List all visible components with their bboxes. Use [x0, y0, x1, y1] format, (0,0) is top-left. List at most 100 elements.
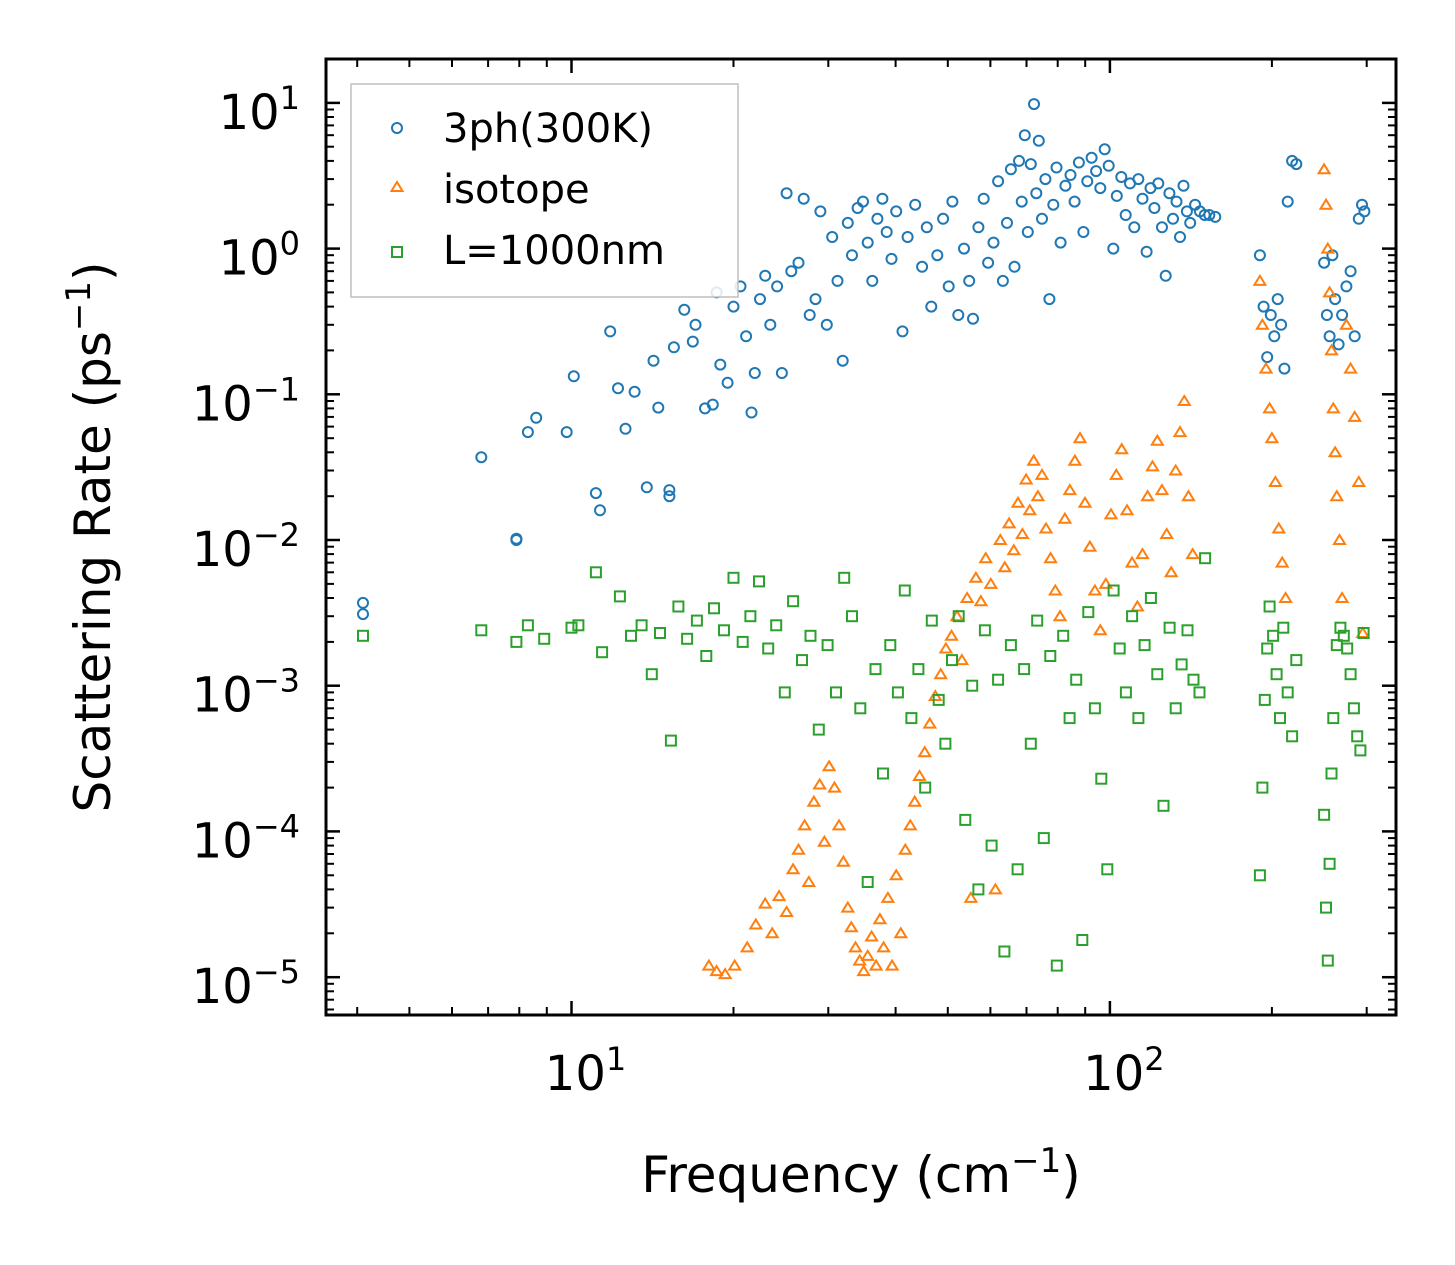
data-point [1001, 216, 1013, 229]
data-point [1332, 533, 1347, 545]
data-point [645, 668, 658, 681]
data-point [821, 759, 837, 772]
data-point [1351, 475, 1367, 487]
data-point [1316, 162, 1332, 175]
data-point [942, 280, 955, 293]
data-point [1132, 173, 1145, 186]
data-point [762, 642, 775, 655]
data-point [1264, 309, 1277, 321]
data-point [1334, 621, 1347, 634]
data-point [876, 192, 889, 205]
data-point [1209, 210, 1222, 223]
data-point [1339, 317, 1354, 330]
data-point [709, 964, 724, 977]
data-point [1039, 173, 1052, 186]
data-point [565, 621, 578, 634]
data-point [1098, 143, 1111, 156]
data-point [1281, 686, 1294, 699]
data-point [1109, 467, 1124, 480]
data-point [891, 686, 904, 699]
data-point [1015, 195, 1028, 208]
data-point [1068, 195, 1081, 208]
data-point [1132, 712, 1145, 725]
legend: 3ph(300K) isotope L=1000nm [350, 83, 739, 298]
data-point [757, 896, 773, 909]
data-point [1107, 242, 1120, 255]
legend-box [350, 83, 739, 298]
data-point [1163, 187, 1176, 200]
data-point [625, 629, 637, 642]
data-point [836, 854, 851, 867]
data-point [985, 839, 998, 852]
data-point [1010, 495, 1026, 508]
data-point [1177, 179, 1190, 192]
data-point [796, 654, 808, 667]
data-point [721, 376, 734, 389]
data-point [1140, 245, 1153, 258]
data-point [1256, 781, 1269, 794]
data-point [510, 635, 523, 648]
data-point [884, 958, 900, 971]
data-point [791, 842, 806, 855]
data-point [1113, 642, 1126, 655]
data-point [841, 216, 854, 229]
data-point [1148, 202, 1161, 214]
data-point [1018, 129, 1031, 142]
plot-frame [324, 57, 1398, 1017]
data-point [1352, 212, 1365, 225]
data-point [1119, 686, 1132, 699]
data-point [1136, 192, 1149, 205]
y-tick-label: 10−3 [192, 662, 300, 724]
data-point [944, 628, 959, 641]
data-point [983, 576, 999, 589]
data-point [1101, 863, 1114, 876]
x-tick-label: 101 [545, 1040, 626, 1102]
data-point [596, 646, 609, 659]
data-point [1163, 621, 1176, 634]
data-point [764, 318, 777, 331]
data-point [1278, 362, 1291, 375]
data-point [1255, 317, 1270, 330]
data-point [1050, 959, 1063, 972]
data-point [1264, 431, 1280, 444]
data-point [1037, 832, 1050, 845]
data-point [1168, 463, 1183, 476]
data-point [1067, 453, 1083, 466]
data-point [727, 958, 742, 971]
data-point [689, 318, 702, 331]
data-point [1321, 954, 1334, 967]
data-point [681, 632, 694, 645]
data-point [827, 780, 842, 793]
data-point [866, 274, 879, 287]
data-point [992, 673, 1005, 686]
data-point [1064, 169, 1077, 181]
data-point [912, 769, 927, 781]
data-point [1095, 772, 1108, 785]
data-point [1001, 516, 1017, 529]
data-point [901, 231, 914, 243]
data-point [663, 490, 676, 503]
data-point [1044, 650, 1057, 662]
data-point [1277, 621, 1290, 634]
data-point [1090, 165, 1103, 178]
data-point [1145, 459, 1160, 472]
data-point [1358, 205, 1371, 218]
data-point [831, 274, 844, 287]
data-point [1004, 163, 1017, 176]
data-point [701, 958, 717, 971]
data-point [1031, 614, 1044, 627]
data-point [753, 575, 765, 588]
data-point [1199, 552, 1212, 565]
legend-marker-l1000nm [391, 246, 403, 258]
data-point [612, 382, 624, 395]
data-point [357, 596, 369, 609]
data-point [1357, 627, 1370, 639]
data-point [727, 571, 740, 584]
data-point [1278, 591, 1293, 603]
data-point [1018, 472, 1034, 485]
data-point [931, 249, 944, 262]
data-point [1157, 799, 1170, 812]
data-point [797, 818, 812, 831]
data-point [997, 560, 1013, 573]
